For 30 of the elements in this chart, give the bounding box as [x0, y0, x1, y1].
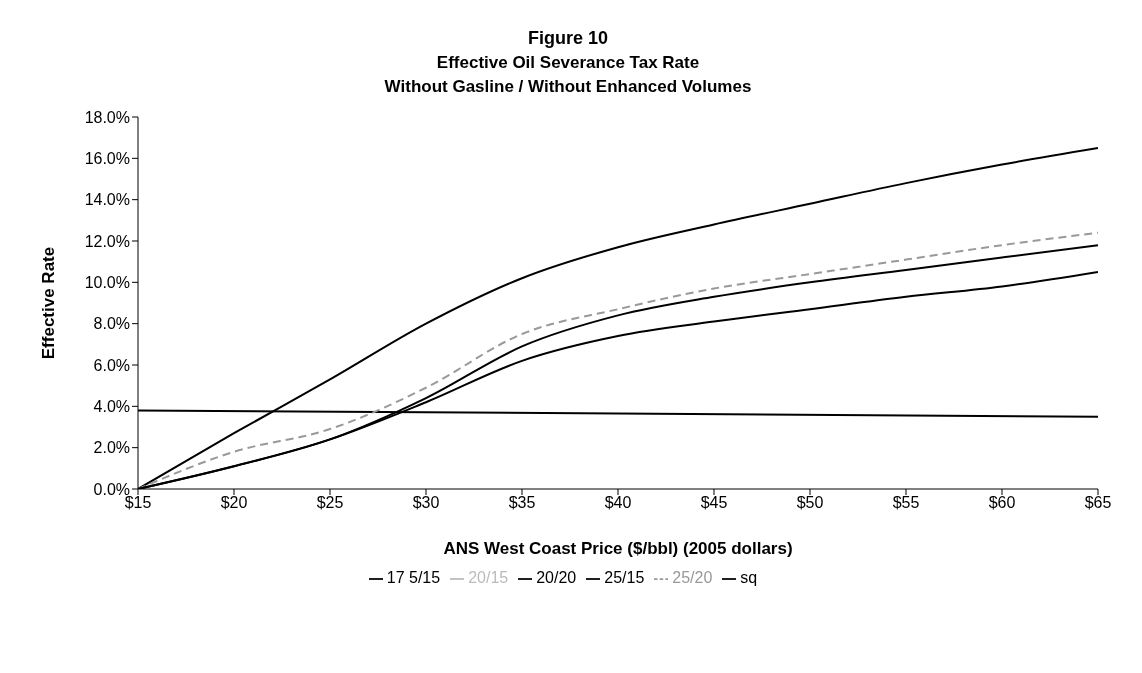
x-tick-label: $60: [988, 494, 1016, 512]
y-tick-label: 8.0%: [93, 315, 130, 333]
y-tick-label: 16.0%: [84, 150, 130, 168]
legend-label: sq: [740, 569, 758, 586]
x-tick-label: $15: [124, 494, 152, 512]
y-tick-label: 4.0%: [93, 398, 130, 416]
x-tick-label: $55: [892, 494, 920, 512]
legend-label: 25/20: [672, 569, 713, 586]
x-tick-label: $35: [508, 494, 536, 512]
x-tick-label: $30: [412, 494, 440, 512]
x-tick-label: $65: [1084, 494, 1112, 512]
x-tick-label: $20: [220, 494, 248, 512]
y-axis-title: Effective Rate: [39, 246, 59, 360]
y-tick-label: 18.0%: [84, 108, 130, 126]
y-tick-label: 12.0%: [84, 232, 130, 250]
y-tick-label: 6.0%: [93, 356, 130, 374]
y-tick-label: 2.0%: [93, 439, 130, 457]
chart-subtitle: Effective Oil Severance Tax Rate Without Gasline / Without Enhanced Volumes: [383, 53, 753, 97]
x-tick-label: $40: [604, 494, 632, 512]
legend-label: 17 5/15: [386, 569, 441, 586]
x-axis-title: ANS West Coast Price ($/bbl) (2005 dollars): [443, 539, 793, 558]
legend-label: 20/20: [536, 569, 577, 586]
chart-title: Figure 10: [527, 27, 609, 49]
y-tick-label: 10.0%: [84, 274, 130, 292]
x-tick-label: $50: [796, 494, 824, 512]
x-tick-label: $25: [316, 494, 344, 512]
x-tick-label: $45: [700, 494, 728, 512]
y-tick-label: 14.0%: [84, 191, 130, 209]
legend-label: 25/15: [604, 569, 645, 586]
legend-label: 20/15: [468, 569, 509, 586]
